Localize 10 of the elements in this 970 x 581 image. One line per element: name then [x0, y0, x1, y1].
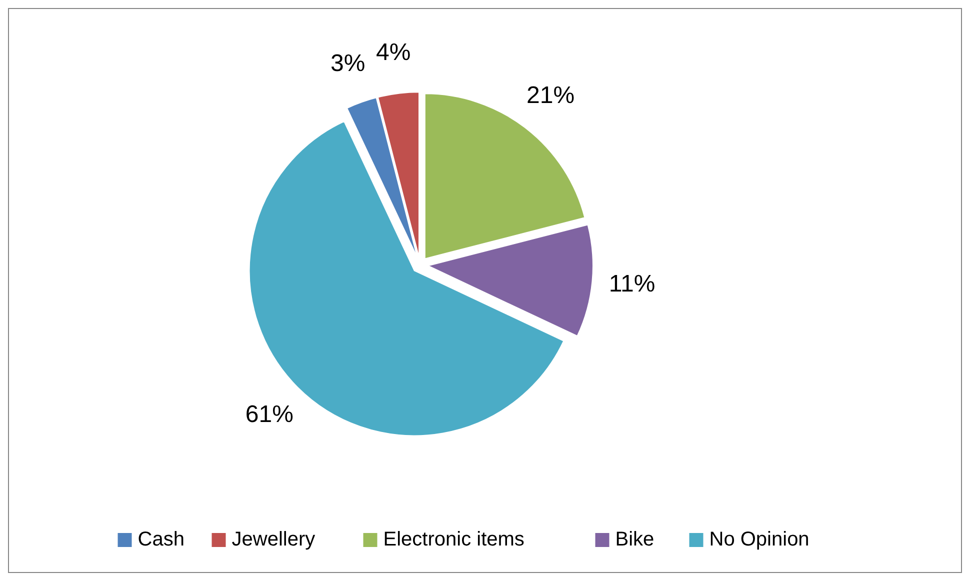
data-label: 4%	[376, 39, 411, 66]
legend-label: Jewellery	[232, 528, 316, 550]
data-label: 21%	[526, 82, 575, 110]
legend-label: Cash	[138, 528, 184, 550]
legend-label: Bike	[615, 528, 654, 550]
legend-label: Electronic items	[383, 528, 524, 550]
data-label: 11%	[608, 270, 656, 298]
legend-label: No Opinion	[709, 528, 810, 550]
data-label: 61%	[245, 400, 294, 428]
data-label: 3%	[330, 50, 366, 77]
